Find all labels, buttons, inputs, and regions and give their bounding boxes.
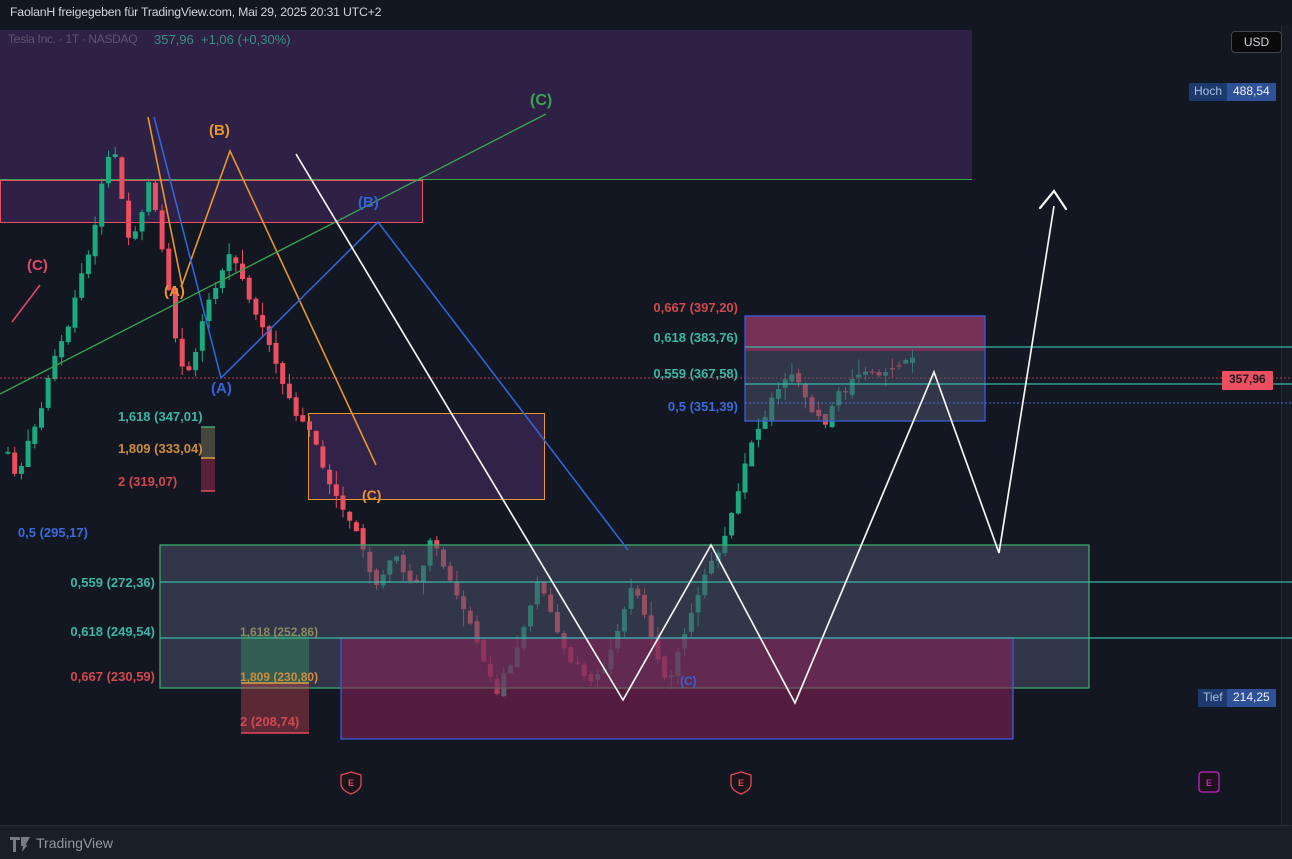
svg-text:1,809 (333,04): 1,809 (333,04) [118,441,203,456]
svg-text:0,5 (351,39): 0,5 (351,39) [668,399,738,414]
svg-text:0,5 (295,17): 0,5 (295,17) [18,525,88,540]
svg-text:E: E [738,778,744,788]
svg-text:1,809 (230,80): 1,809 (230,80) [240,670,318,684]
svg-text:(C): (C) [362,487,381,503]
svg-text:0,667 (397,20): 0,667 (397,20) [653,300,738,315]
svg-text:(B): (B) [209,122,230,139]
svg-text:(A): (A) [211,380,232,397]
svg-text:(B): (B) [358,194,379,211]
svg-text:2 (208,74): 2 (208,74) [240,714,299,729]
svg-text:0,618 (249,54): 0,618 (249,54) [70,624,155,639]
svg-text:0,667 (230,59): 0,667 (230,59) [70,669,155,684]
svg-text:E: E [348,778,354,788]
svg-text:0,559 (367,58): 0,559 (367,58) [653,366,738,381]
svg-text:1,618 (347,01): 1,618 (347,01) [118,409,203,424]
svg-text:(C): (C) [680,674,697,688]
svg-text:2 (319,07): 2 (319,07) [118,474,177,489]
svg-text:1,618 (252,86): 1,618 (252,86) [240,625,318,639]
svg-text:0,559 (272,36): 0,559 (272,36) [70,575,155,590]
svg-text:(C): (C) [530,92,552,109]
svg-text:0,618 (383,76): 0,618 (383,76) [653,330,738,345]
svg-text:E: E [1206,778,1212,788]
svg-text:(A): (A) [164,283,185,300]
svg-text:(C): (C) [27,257,48,274]
